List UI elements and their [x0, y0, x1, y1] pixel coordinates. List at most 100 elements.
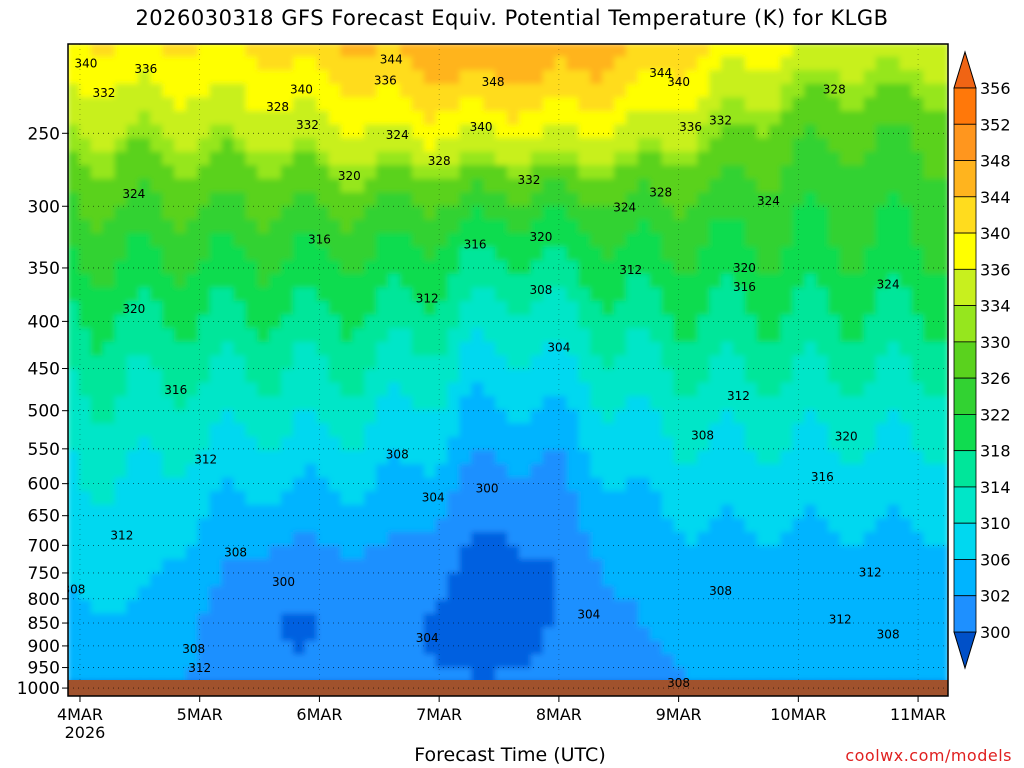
contour-label: 328: [266, 100, 289, 114]
contour-label: 332: [709, 113, 732, 127]
contour-label: 328: [428, 154, 451, 168]
colorbar-label: 334: [980, 297, 1011, 316]
chart-title: 2026030318 GFS Forecast Equiv. Potential…: [135, 6, 889, 30]
contour-label: 348: [482, 75, 505, 89]
y-tick-label: 850: [28, 614, 60, 634]
contour-label: 320: [122, 302, 145, 316]
colorbar-segment: [953, 377, 977, 415]
contour-label: 332: [296, 118, 319, 132]
colorbar-label: 336: [980, 260, 1011, 279]
y-tick-label: 700: [28, 536, 60, 556]
colorbar-label: 330: [980, 333, 1011, 352]
contour-label: 324: [757, 194, 780, 208]
colorbar-segment: [953, 196, 977, 234]
contour-label: 336: [374, 73, 397, 87]
x-tick-label: 6MAR: [296, 705, 342, 724]
colorbar-segment: [953, 160, 977, 198]
contour-label: 324: [122, 187, 145, 201]
colorbar-segment: [953, 413, 977, 452]
x-tick-label: 11MAR: [890, 705, 946, 724]
colorbar-label: 344: [980, 188, 1011, 207]
y-tick-label: 250: [28, 124, 60, 144]
y-tick-label: 1000: [17, 679, 60, 699]
contour-label: 316: [464, 237, 487, 251]
colorbar-over-triangle: [953, 50, 977, 89]
colorbar-segment: [953, 450, 977, 488]
contour-label: 312: [416, 292, 439, 306]
contour-label: 316: [164, 383, 187, 397]
contour-label: 300: [476, 481, 499, 495]
x-tick-label: 5MAR: [177, 705, 223, 724]
contour-label: 312: [619, 263, 642, 277]
contour-label: 308: [182, 642, 205, 656]
contour-label: 300: [272, 575, 295, 589]
filled-contour-field: [68, 44, 948, 696]
y-tick-label: 400: [28, 312, 60, 332]
contour-label: 308: [709, 584, 732, 598]
y-tick-label: 800: [28, 590, 60, 610]
contour-label: 308: [667, 676, 690, 690]
colorbar-label: 314: [980, 478, 1011, 497]
colorbar-segment: [953, 486, 977, 524]
x-axis-title: Forecast Time (UTC): [414, 744, 606, 766]
y-tick-label: 600: [28, 475, 60, 495]
y-tick-label: 500: [28, 402, 60, 422]
contour-label: 312: [194, 453, 217, 467]
x-tick-label: 7MAR: [416, 705, 462, 724]
colorbar-segment: [953, 341, 977, 379]
contour-label: 340: [470, 120, 493, 134]
colorbar-label: 322: [980, 405, 1011, 424]
colorbar-label: 348: [980, 152, 1011, 171]
contour-label: 312: [727, 389, 750, 403]
colorbar-label: 302: [980, 587, 1011, 606]
contour-label: 328: [649, 186, 672, 200]
contour-label: 320: [835, 429, 858, 443]
contour-label: 332: [517, 173, 540, 187]
x-tick-label: 10MAR: [770, 705, 826, 724]
y-tick-label: 350: [28, 259, 60, 279]
contour-label: 304: [577, 607, 600, 621]
colorbar-segment: [953, 305, 977, 343]
y-tick-label: 300: [28, 197, 60, 217]
contour-label: 304: [422, 490, 445, 504]
contour-label: 320: [733, 261, 756, 275]
colorbar-label: 306: [980, 550, 1011, 569]
contour-label: 316: [733, 280, 756, 294]
contour-label: 324: [386, 128, 409, 142]
colorbar-segment: [953, 522, 977, 560]
contour-label: 324: [613, 201, 636, 215]
contour-label: 308: [386, 448, 409, 462]
contour-label: 304: [547, 341, 570, 355]
contour-label: 336: [679, 120, 702, 134]
contour-label: 324: [877, 278, 900, 292]
x-tick-label: 4MAR: [57, 705, 103, 724]
colorbar-label: 352: [980, 115, 1011, 134]
y-tick-label: 650: [28, 507, 60, 527]
colorbar-segment: [953, 123, 977, 161]
colorbar-label: 356: [980, 79, 1011, 98]
contour-label: 304: [416, 631, 439, 645]
contour-label: 308: [63, 583, 86, 597]
colorbar-segment: [953, 559, 977, 597]
contour-label: 320: [529, 230, 552, 244]
x-tick-label: 9MAR: [656, 705, 702, 724]
contour-label: 308: [691, 429, 714, 443]
plot-frame: [67, 43, 949, 697]
contour-label: 320: [338, 169, 361, 183]
contour-label: 316: [811, 470, 834, 484]
colorbar-label: 326: [980, 369, 1011, 388]
contour-label: 308: [224, 546, 247, 560]
colorbar-label: 300: [980, 623, 1011, 642]
colorbar-label: 318: [980, 442, 1011, 461]
contour-label: 312: [859, 565, 882, 579]
colorbar-segment: [953, 87, 977, 125]
colorbar-label: 340: [980, 224, 1011, 243]
contour-label: 308: [529, 283, 552, 297]
contour-label: 312: [188, 661, 211, 675]
contour-label: 312: [110, 529, 133, 543]
contour-label: 308: [877, 628, 900, 642]
y-tick-label: 750: [28, 564, 60, 584]
colorbar-label: 310: [980, 514, 1011, 533]
contour-label: 340: [667, 75, 690, 89]
